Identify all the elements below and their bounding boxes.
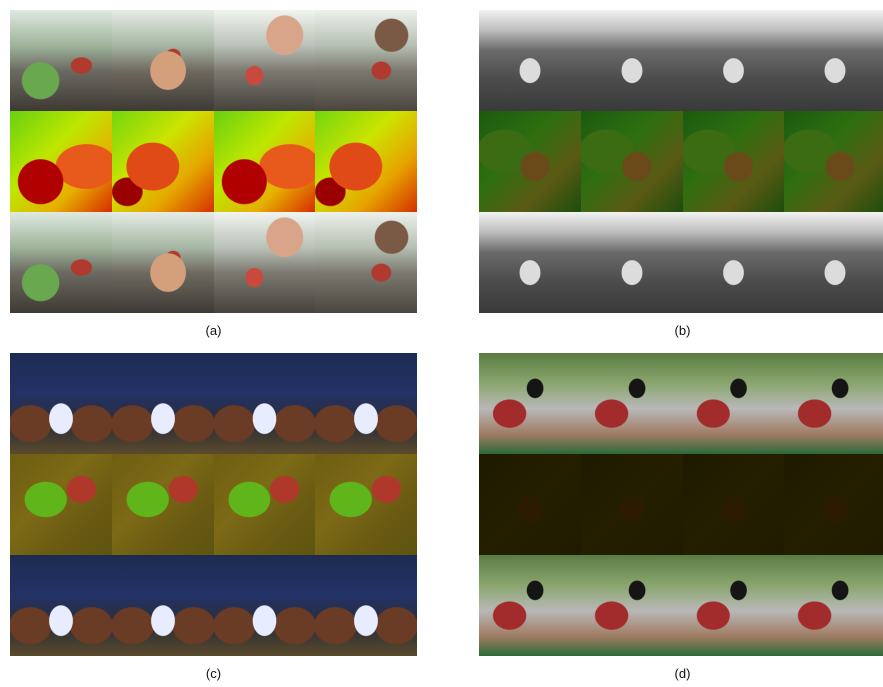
panel-b-row-frames-bottom <box>479 212 883 313</box>
panel-c: (c) <box>10 353 417 681</box>
flow-visualization <box>111 454 214 555</box>
panel-label: (c) <box>205 666 222 681</box>
frame-image <box>315 10 417 111</box>
flow-visualization <box>479 111 581 212</box>
frame-image <box>682 212 785 313</box>
panel-d-row-frames-bottom <box>479 555 883 656</box>
flow-visualization <box>580 454 683 555</box>
frame-image <box>580 10 683 111</box>
frame-image <box>479 555 581 656</box>
flow-visualization <box>479 454 581 555</box>
frame-image <box>784 212 883 313</box>
flow-visualization <box>315 111 417 212</box>
frame-image <box>479 212 581 313</box>
frame-image <box>213 10 316 111</box>
frame-image <box>315 353 417 454</box>
flow-visualization <box>213 111 316 212</box>
frame-image <box>315 555 417 656</box>
frame-image <box>213 353 316 454</box>
panel-label: (b) <box>674 323 691 338</box>
panel-c-row-frames-top <box>10 353 417 454</box>
panel-a-grid <box>10 10 417 313</box>
frame-image <box>213 555 316 656</box>
panel-b-grid <box>479 10 883 313</box>
frame-image <box>784 353 883 454</box>
frame-image <box>580 555 683 656</box>
frame-image <box>315 212 417 313</box>
frame-image <box>213 212 316 313</box>
panel-a: (a) <box>10 10 417 338</box>
panel-b-row-frames-top <box>479 10 883 111</box>
frame-image <box>784 10 883 111</box>
frame-image <box>682 555 785 656</box>
frame-image <box>580 212 683 313</box>
flow-visualization <box>213 454 316 555</box>
panel-c-row-flow <box>10 454 417 555</box>
frame-image <box>479 10 581 111</box>
frame-image <box>682 353 785 454</box>
frame-image <box>10 555 112 656</box>
flow-visualization <box>580 111 683 212</box>
frame-image <box>10 212 112 313</box>
panel-b-row-flow <box>479 111 883 212</box>
panel-c-grid <box>10 353 417 656</box>
panel-label: (d) <box>674 666 691 681</box>
flow-visualization <box>682 454 785 555</box>
flow-visualization <box>111 111 214 212</box>
frame-image <box>111 212 214 313</box>
panel-label: (a) <box>205 323 222 338</box>
panel-b: (b) <box>479 10 883 338</box>
flow-visualization <box>784 111 883 212</box>
frame-image <box>10 10 112 111</box>
frame-image <box>111 555 214 656</box>
panel-d-row-frames-top <box>479 353 883 454</box>
panel-c-row-frames-bottom <box>10 555 417 656</box>
panel-a-row-frames-top <box>10 10 417 111</box>
frame-image <box>784 555 883 656</box>
frame-image <box>10 353 112 454</box>
frame-image <box>111 353 214 454</box>
flow-visualization <box>10 454 112 555</box>
flow-visualization <box>10 111 112 212</box>
flow-visualization <box>682 111 785 212</box>
frame-image <box>580 353 683 454</box>
frame-image <box>682 10 785 111</box>
flow-visualization <box>315 454 417 555</box>
panel-d-grid <box>479 353 883 656</box>
frame-image <box>111 10 214 111</box>
flow-visualization <box>784 454 883 555</box>
panel-a-row-frames-bottom <box>10 212 417 313</box>
frame-image <box>479 353 581 454</box>
panel-a-row-flow <box>10 111 417 212</box>
panel-d: (d) <box>479 353 883 681</box>
panel-d-row-flow <box>479 454 883 555</box>
